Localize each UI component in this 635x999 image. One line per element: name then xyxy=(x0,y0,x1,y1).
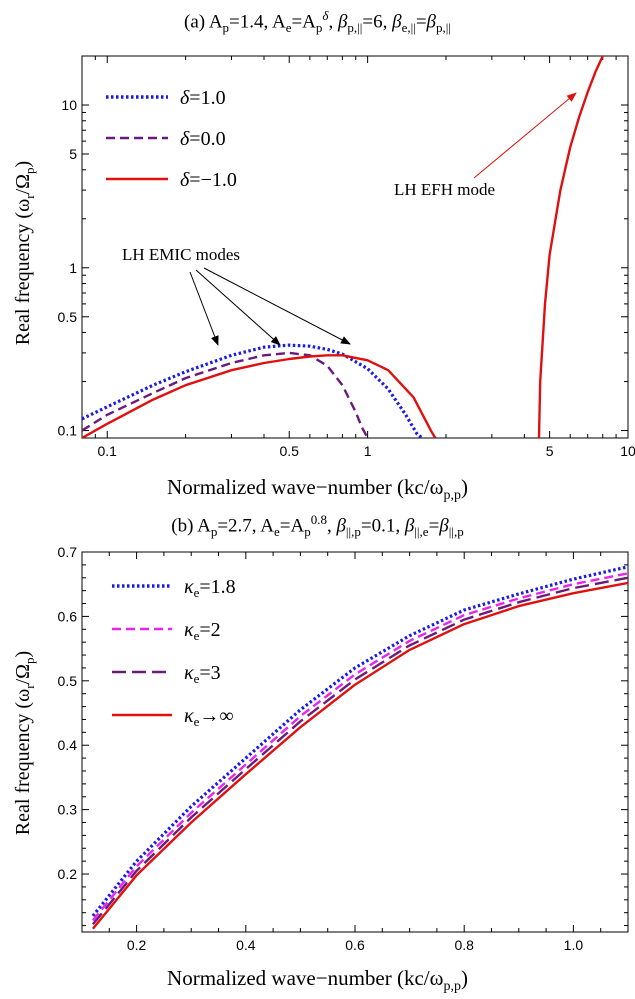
x-tick-label: 0.4 xyxy=(236,937,256,953)
panel-b-frame xyxy=(81,551,629,933)
annotation-emic-arrow-2 xyxy=(195,269,281,346)
annotation-emic-arrow-1 xyxy=(189,271,219,346)
y-tick-label: 0.3 xyxy=(58,802,78,818)
y-tick-label: 0.6 xyxy=(58,608,78,624)
panel-a-plot: 0.1 0.5 1 5 10 0.1 0.5 1 5 10 δ=1.0 δ=0.0 δ=−1.0 LH E… xyxy=(58,55,635,459)
panel-a-xlabel: Normalized wave−number (kc/ωp,p) xyxy=(167,475,468,504)
series-line-2 xyxy=(91,572,628,922)
x-tick-label: 0.1 xyxy=(97,443,117,459)
series-line-3 xyxy=(82,354,437,438)
legend-b-label-1: κe=1.8 xyxy=(184,576,236,600)
x-tick-label: 10 xyxy=(620,443,635,459)
annotation-emic-arrow-3 xyxy=(203,267,351,345)
series-group xyxy=(82,56,628,438)
y-tick-label: 0.5 xyxy=(58,673,78,689)
panel-a-title: (a) Ap=1.4, Ae=Apδ, βp,||=6, βe,||=βp,|| xyxy=(184,8,451,36)
annotation-emic: LH EMIC modes xyxy=(122,245,240,264)
series-line-2 xyxy=(82,351,369,438)
legend-a-label-1: δ=1.0 xyxy=(180,87,226,109)
x-tick-label: 5 xyxy=(546,443,554,459)
y-tick-label: 0.7 xyxy=(58,544,78,560)
y-tick-label: 0.1 xyxy=(58,423,78,439)
x-tick-label: 0.2 xyxy=(127,937,147,953)
legend-b-label-2: κe=2 xyxy=(184,619,221,643)
panel-b-plot: 0.2 0.4 0.6 0.8 1.0 0.2 0.3 0.4 0.5 0.6 0.7 κe=1.8 κ… xyxy=(58,544,629,953)
y-tick-label: 0.2 xyxy=(58,866,78,882)
panel-b-title: (b) Ap=2.7, Ae=Ap0.8, β||,p=0.1, β||,e=β… xyxy=(171,512,464,540)
series-line-3 xyxy=(91,576,628,926)
legend-a-label-3: δ=−1.0 xyxy=(180,169,237,191)
x-tick-label: 0.8 xyxy=(454,937,474,953)
y-tick-label: 0.5 xyxy=(58,309,78,325)
series-line-3-branch xyxy=(537,56,628,438)
series-line-1 xyxy=(91,565,628,917)
legend-a-label-2: δ=0.0 xyxy=(180,128,226,150)
x-tick-label: 1 xyxy=(364,443,372,459)
series-line-1 xyxy=(82,343,424,438)
series-group xyxy=(91,565,628,930)
y-tick-label: 0.4 xyxy=(58,737,78,753)
x-tick-label: 0.6 xyxy=(345,937,365,953)
panel-a-frame xyxy=(81,55,629,439)
legend-b-label-4: κe→∞ xyxy=(184,705,234,729)
annotation-efh: LH EFH mode xyxy=(394,180,495,199)
x-tick-label: 0.5 xyxy=(279,443,299,459)
legend-b-label-3: κe=3 xyxy=(184,662,221,686)
y-tick-label: 10 xyxy=(61,97,77,113)
panel-b-xlabel: Normalized wave−number (kc/ωp,p) xyxy=(167,966,468,995)
annotation-efh-arrow xyxy=(473,92,577,179)
series-line-4 xyxy=(91,581,628,930)
x-tick-label: 1.0 xyxy=(564,937,584,953)
y-tick-label: 1 xyxy=(69,260,77,276)
y-tick-label: 5 xyxy=(69,146,77,162)
